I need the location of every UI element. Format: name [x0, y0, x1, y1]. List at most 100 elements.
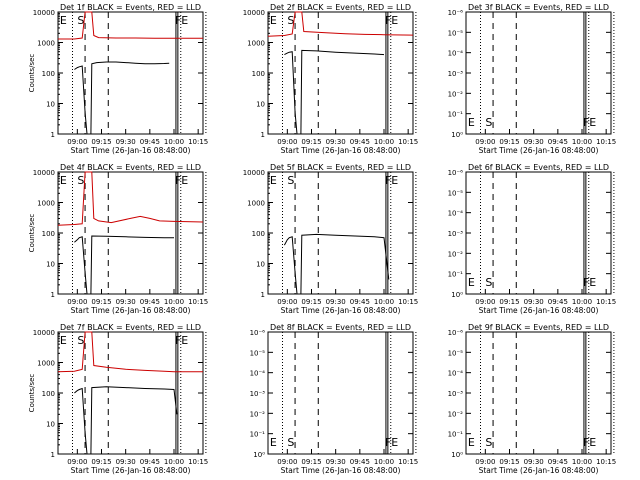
marker-s: S — [287, 436, 294, 449]
x-tick-label: 10:00 — [572, 138, 592, 146]
x-tick-label: 09:15 — [91, 138, 111, 146]
series-red — [57, 171, 204, 226]
x-tick-label: 09:30 — [326, 138, 346, 146]
x-tick-label: 10:00 — [572, 458, 592, 466]
y-tick-label: 1000 — [37, 40, 55, 48]
y-tick-label: 10000 — [33, 169, 55, 177]
marker-e: E — [468, 276, 475, 289]
x-axis-label: Start Time (26-Jan-16 08:48:00) — [281, 466, 401, 475]
x-tick-label: 09:00 — [277, 298, 297, 306]
x-tick-label: 10:15 — [188, 138, 208, 146]
y-tick-label: 10⁰ — [451, 291, 463, 299]
x-tick-label: 09:30 — [116, 138, 136, 146]
x-tick-label: 10:15 — [188, 458, 208, 466]
x-tick-label: 09:30 — [116, 298, 136, 306]
x-tick-label: 09:30 — [326, 298, 346, 306]
x-tick-label: 09:15 — [91, 458, 111, 466]
y-tick-label: 100 — [42, 390, 55, 398]
x-tick-label: 10:15 — [596, 138, 616, 146]
y-tick-label: 10⁻⁶ — [448, 9, 464, 17]
y-tick-label: 10⁻¹ — [448, 431, 464, 439]
x-tick-label: 10:00 — [164, 298, 184, 306]
marker-e: E — [60, 334, 67, 347]
marker-s: S — [77, 334, 84, 347]
marker-fe: FE — [583, 116, 596, 129]
marker-fe: FE — [583, 276, 596, 289]
marker-fe: FE — [175, 14, 188, 27]
x-axis-label: Start Time (26-Jan-16 08:48:00) — [479, 466, 599, 475]
y-tick-label: 100 — [252, 70, 265, 78]
y-tick-label: 10⁻² — [448, 90, 464, 98]
panel-title: Det 7f BLACK = Events, RED = LLD — [60, 323, 201, 332]
marker-e: E — [468, 436, 475, 449]
panel-title: Det 3f BLACK = Events, RED = LLD — [468, 3, 609, 12]
x-tick-label: 10:00 — [374, 298, 394, 306]
y-tick-label: 10⁻¹ — [448, 271, 464, 279]
y-tick-label: 1 — [261, 131, 265, 139]
x-tick-label: 09:45 — [140, 298, 160, 306]
y-axis-label: Counts/sec — [28, 214, 36, 253]
x-tick-label: 09:00 — [67, 138, 87, 146]
x-tick-label: 09:00 — [475, 458, 495, 466]
y-axis-label: Counts/sec — [28, 54, 36, 93]
marker-e: E — [60, 174, 67, 187]
panel-det-2: Det 2f BLACK = Events, RED = LLD 1 10 100 10… — [243, 3, 419, 155]
y-tick-label: 10⁻⁵ — [250, 349, 266, 357]
panel-det-5: Det 5f BLACK = Events, RED = LLD 1 10 100 10… — [243, 163, 419, 315]
series-black — [283, 233, 390, 295]
y-tick-label: 10⁻³ — [448, 70, 464, 78]
x-axis-label: Start Time (26-Jan-16 08:48:00) — [479, 146, 599, 155]
y-tick-label: 10⁰ — [253, 451, 265, 459]
y-tick-label: 10 — [46, 421, 55, 429]
panel-det-7: Det 7f BLACK = Events, RED = LLD 1 10 100 10… — [28, 323, 208, 475]
marker-s: S — [485, 116, 492, 129]
marker-s: S — [287, 14, 294, 27]
y-tick-label: 10⁻² — [250, 410, 266, 418]
y-tick-label: 100 — [42, 230, 55, 238]
panel-det-9: Det 9f BLACK = Events, RED = LLD 10⁰ 10⁻¹ 1… — [448, 323, 617, 475]
y-tick-label: 10000 — [33, 329, 55, 337]
x-tick-label: 10:00 — [572, 298, 592, 306]
marker-e: E — [270, 174, 277, 187]
marker-s: S — [485, 276, 492, 289]
x-tick-label: 09:45 — [350, 298, 370, 306]
x-tick-label: 09:00 — [67, 298, 87, 306]
x-tick-label: 09:30 — [524, 298, 544, 306]
marker-e: E — [270, 436, 277, 449]
x-tick-label: 09:45 — [548, 458, 568, 466]
y-tick-label: 10⁻⁴ — [250, 370, 266, 378]
y-tick-label: 10⁻² — [448, 250, 464, 258]
y-tick-label: 10⁰ — [451, 131, 463, 139]
series-black — [74, 235, 174, 295]
panel-title: Det 2f BLACK = Events, RED = LLD — [270, 3, 411, 12]
y-tick-label: 10⁻² — [448, 410, 464, 418]
y-tick-label: 1 — [261, 291, 265, 299]
marker-s: S — [485, 436, 492, 449]
y-tick-label: 10⁻⁶ — [448, 329, 464, 337]
x-axis-label: Start Time (26-Jan-16 08:48:00) — [71, 466, 191, 475]
x-tick-label: 10:15 — [596, 458, 616, 466]
x-axis-label: Start Time (26-Jan-16 08:48:00) — [281, 306, 401, 315]
marker-e: E — [468, 116, 475, 129]
y-tick-label: 10000 — [243, 169, 265, 177]
x-tick-label: 10:15 — [398, 458, 418, 466]
x-tick-label: 09:30 — [116, 458, 136, 466]
y-tick-label: 10⁻³ — [250, 390, 266, 398]
panel-title: Det 6f BLACK = Events, RED = LLD — [468, 163, 609, 172]
y-tick-label: 10⁻⁵ — [448, 29, 464, 37]
x-axis-label: Start Time (26-Jan-16 08:48:00) — [281, 146, 401, 155]
marker-fe: FE — [385, 14, 398, 27]
series-red — [58, 11, 204, 40]
y-tick-label: 10 — [46, 261, 55, 269]
x-tick-label: 09:15 — [499, 458, 519, 466]
x-tick-label: 09:30 — [326, 458, 346, 466]
x-tick-label: 10:15 — [596, 298, 616, 306]
y-tick-label: 10000 — [243, 9, 265, 17]
x-tick-label: 09:00 — [277, 138, 297, 146]
x-tick-label: 10:15 — [188, 298, 208, 306]
y-tick-label: 100 — [252, 230, 265, 238]
y-tick-label: 10000 — [33, 9, 55, 17]
x-tick-label: 10:15 — [398, 298, 418, 306]
x-tick-label: 09:15 — [301, 138, 321, 146]
marker-fe: FE — [175, 174, 188, 187]
